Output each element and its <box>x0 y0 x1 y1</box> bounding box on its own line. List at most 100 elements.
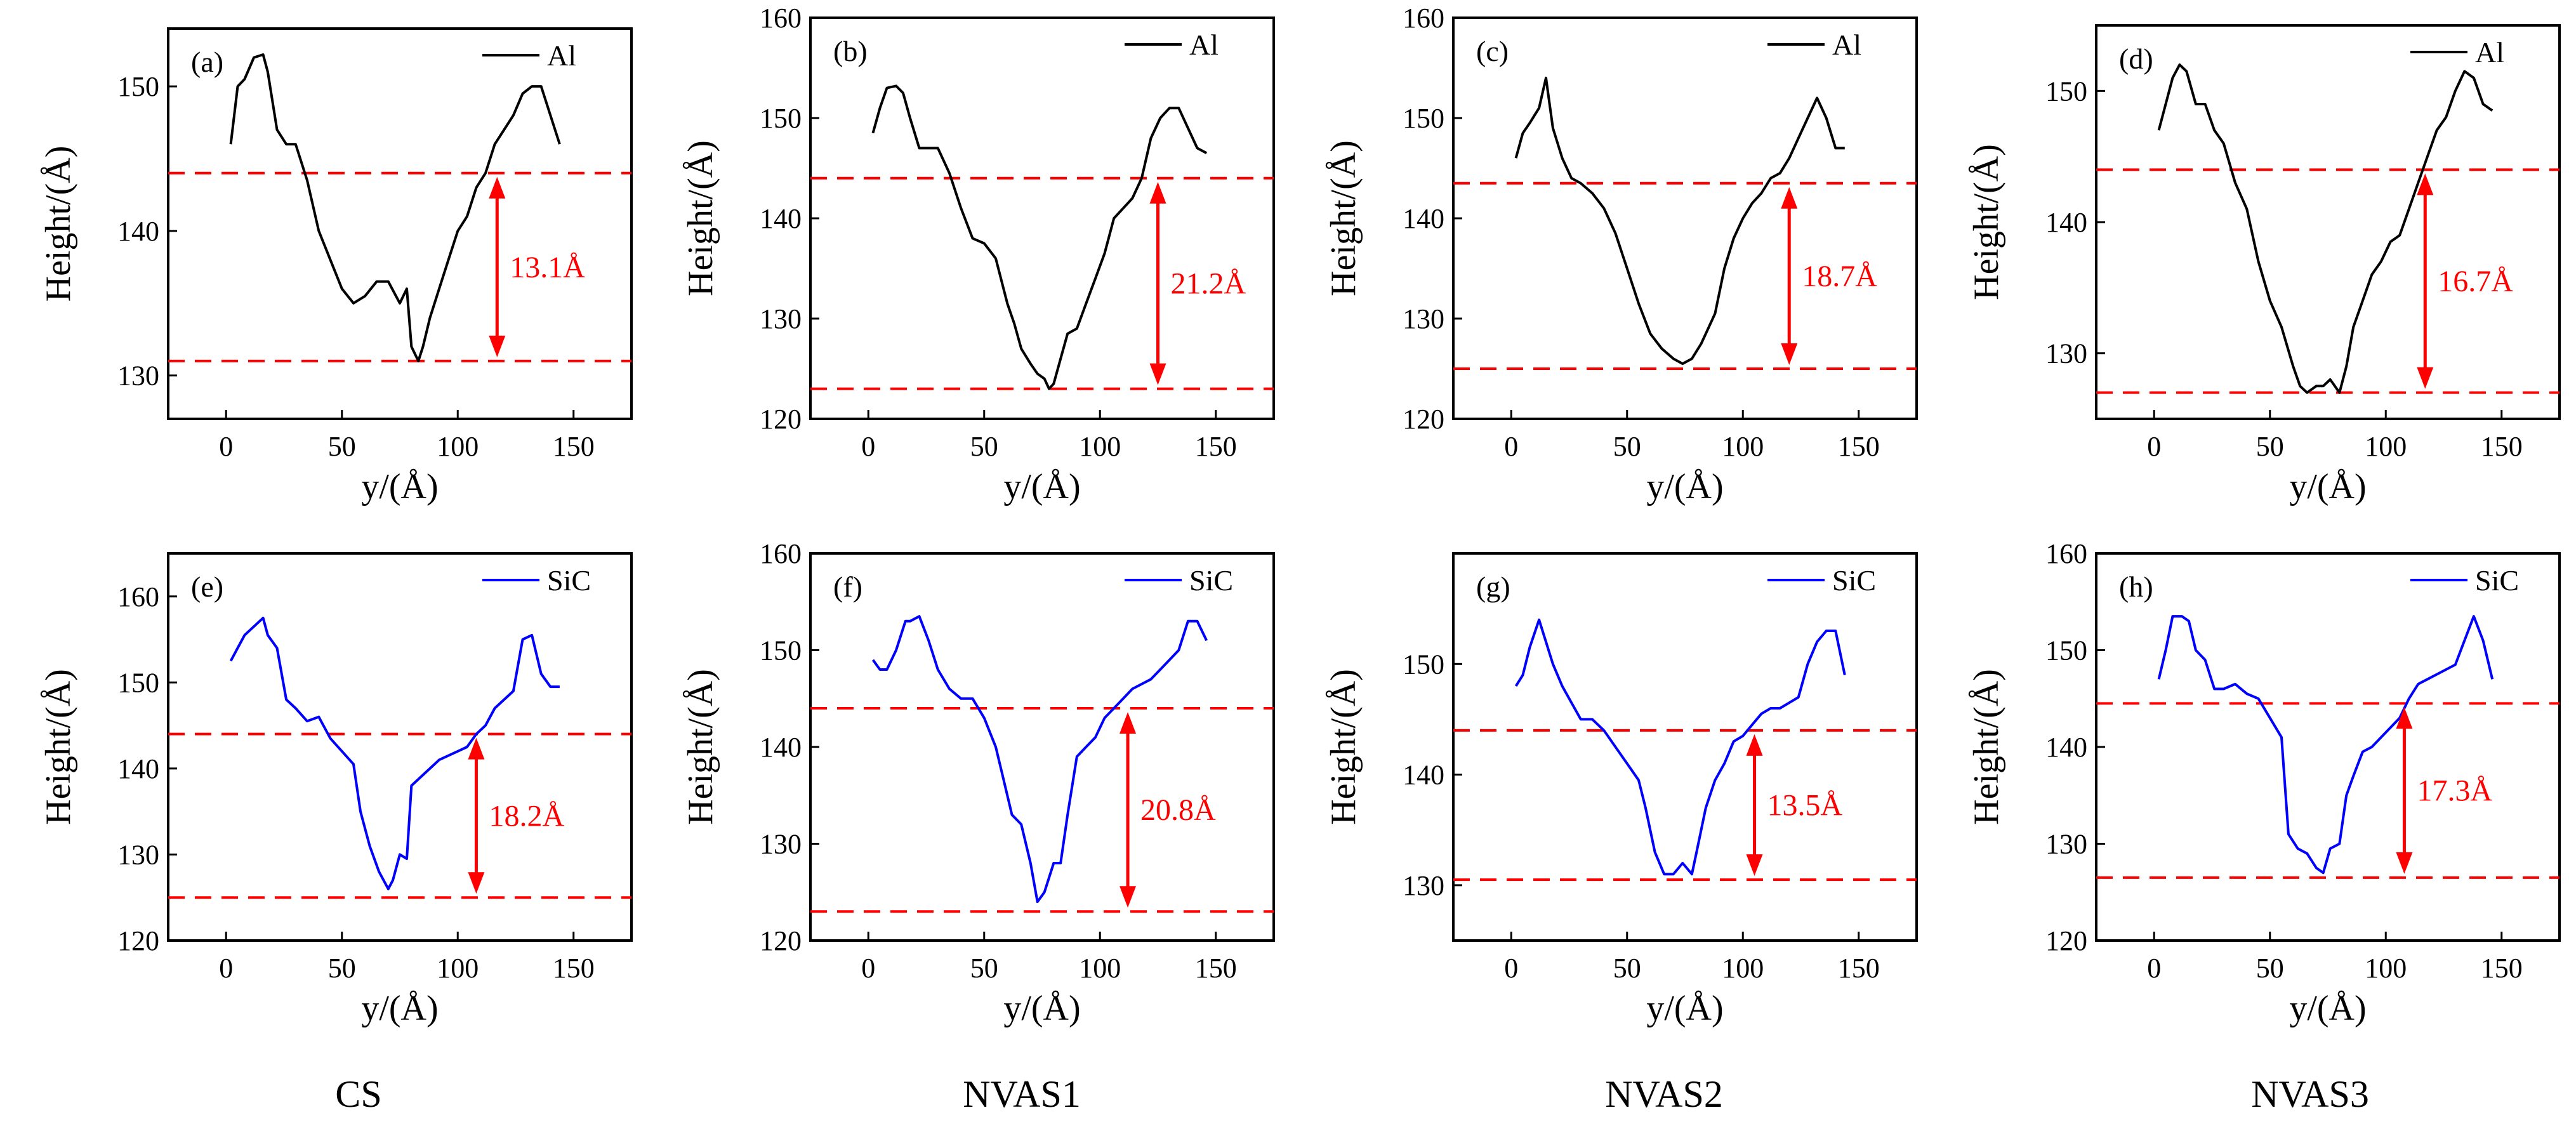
series-line-al <box>229 53 561 362</box>
height-annotation: 16.7Å <box>2438 265 2513 298</box>
y-axis-label: Height/(Å) <box>39 146 78 302</box>
x-axis-label: y/(Å) <box>1003 467 1080 506</box>
height-arrow-head-up <box>489 176 506 199</box>
series-line-al <box>2157 63 2493 394</box>
legend-label: SiC <box>547 564 591 597</box>
y-tick-label: 150 <box>2045 635 2087 666</box>
x-tick-label: 0 <box>219 953 233 984</box>
plot-frame <box>167 27 633 420</box>
x-axis-label: y/(Å) <box>2289 467 2366 506</box>
series-line-sic <box>2157 615 2494 875</box>
chart-panel-g: 0 50 100 150 130 140 150 y/(Å) Height/(Å) 13.5Å (g… <box>1324 552 1918 1028</box>
legend-label: Al <box>1189 29 1219 61</box>
x-tick-label: 100 <box>437 953 479 984</box>
x-tick-label: 0 <box>2147 953 2161 984</box>
legend-label: Al <box>1832 29 1861 61</box>
chart-panel-d: 0 50 100 150 130 140 150 y/(Å) Height/(Å) 16.7Å (d… <box>1967 24 2561 506</box>
panel-label: (h) <box>2119 571 2153 603</box>
panel-label: (f) <box>833 571 862 603</box>
y-axis-label: Height/(Å) <box>1967 144 2006 300</box>
x-tick-label: 50 <box>970 431 998 462</box>
series-line-sic <box>871 615 1208 903</box>
panel-label: (c) <box>1476 35 1509 67</box>
series-line-al <box>871 84 1208 390</box>
y-axis-label: Height/(Å) <box>1324 669 1363 825</box>
chart-panel-c: 0 50 100 150 120 130 140 150 160 y/(Å) Height/(Å) 1… <box>1324 3 1918 506</box>
chart-panel-f: 0 50 100 150 120 130 140 150 160 y/(Å) Height/(Å) 2… <box>681 538 1275 1028</box>
height-arrow-head-down <box>468 872 485 894</box>
y-tick-label: 150 <box>117 71 159 102</box>
x-tick-label: 150 <box>553 431 595 462</box>
chart-panel-b: 0 50 100 150 120 130 140 150 160 y/(Å) Height/(Å) 2… <box>681 3 1275 506</box>
y-tick-label: 120 <box>1403 404 1444 435</box>
panel-label: (b) <box>833 35 868 67</box>
x-tick-label: 150 <box>2481 953 2523 984</box>
panel-label: (e) <box>191 571 223 603</box>
y-tick-label: 130 <box>760 829 802 860</box>
legend-label: SiC <box>1832 564 1876 597</box>
column-label-nvas2: NVAS2 <box>1605 1073 1723 1115</box>
height-arrow-head-down <box>489 335 506 357</box>
height-arrow-head-down <box>1746 854 1763 876</box>
y-axis-label: Height/(Å) <box>1967 669 2006 825</box>
x-tick-label: 150 <box>553 953 595 984</box>
x-tick-label: 50 <box>1613 431 1641 462</box>
series-line-sic <box>229 616 560 890</box>
y-tick-label: 130 <box>1403 870 1444 901</box>
y-tick-label: 130 <box>2045 829 2087 860</box>
y-tick-label: 160 <box>2045 538 2087 569</box>
x-tick-label: 150 <box>1838 431 1880 462</box>
y-tick-label: 140 <box>1403 203 1444 234</box>
chart-panel-h: 0 50 100 150 120 130 140 150 160 y/(Å) Height/(Å) 1… <box>1967 538 2561 1028</box>
x-tick-label: 100 <box>2365 953 2407 984</box>
height-annotation: 13.5Å <box>1767 789 1843 822</box>
height-annotation: 20.8Å <box>1140 793 1216 827</box>
y-tick-label: 150 <box>1403 649 1444 680</box>
series-line-al <box>1514 76 1845 366</box>
x-tick-label: 50 <box>2256 953 2284 984</box>
y-tick-label: 140 <box>2045 732 2087 763</box>
height-arrow-head-down <box>1149 363 1166 385</box>
chart-panel-a: 0 50 100 150 130 140 150 y/(Å) Height/(Å) 13.1Å (a… <box>39 27 633 506</box>
x-axis-label: y/(Å) <box>361 467 438 506</box>
legend-label: SiC <box>1189 564 1233 597</box>
height-annotation: 18.2Å <box>489 799 564 833</box>
y-tick-label: 120 <box>760 925 802 956</box>
x-tick-label: 0 <box>1504 431 1518 462</box>
plot-frame <box>809 552 1275 942</box>
x-tick-label: 150 <box>2481 431 2523 462</box>
height-arrow-head-down <box>1781 343 1798 365</box>
legend-label: Al <box>2475 36 2504 69</box>
height-annotation: 17.3Å <box>2417 774 2492 808</box>
height-arrow-head-down <box>2396 852 2413 874</box>
panel-label: (a) <box>191 46 223 78</box>
y-tick-label: 150 <box>117 667 159 698</box>
height-arrow-head-up <box>1149 182 1166 204</box>
height-arrow-head-up <box>468 737 485 760</box>
x-tick-label: 0 <box>861 431 875 462</box>
x-tick-label: 50 <box>328 431 356 462</box>
y-tick-label: 130 <box>760 303 802 334</box>
x-tick-label: 150 <box>1195 431 1237 462</box>
y-axis-label: Height/(Å) <box>681 140 720 296</box>
x-tick-label: 50 <box>328 953 356 984</box>
x-tick-label: 50 <box>2256 431 2284 462</box>
x-axis-label: y/(Å) <box>1646 989 1723 1028</box>
y-tick-label: 140 <box>117 753 159 784</box>
plot-frame <box>809 17 1275 420</box>
height-arrow-head-up <box>1781 187 1798 209</box>
y-tick-label: 130 <box>2045 338 2087 369</box>
x-tick-label: 0 <box>2147 431 2161 462</box>
y-tick-label: 130 <box>1403 303 1444 334</box>
y-tick-label: 140 <box>760 732 802 763</box>
y-tick-label: 160 <box>117 581 159 612</box>
height-annotation: 18.7Å <box>1802 260 1877 293</box>
x-tick-label: 150 <box>1838 953 1880 984</box>
x-axis-label: y/(Å) <box>1646 467 1723 506</box>
height-arrow-head-up <box>2396 707 2413 729</box>
x-tick-label: 150 <box>1195 953 1237 984</box>
panel-label: (d) <box>2119 43 2153 75</box>
x-tick-label: 100 <box>1722 953 1764 984</box>
plot-frame <box>2095 24 2561 420</box>
x-tick-label: 0 <box>861 953 875 984</box>
